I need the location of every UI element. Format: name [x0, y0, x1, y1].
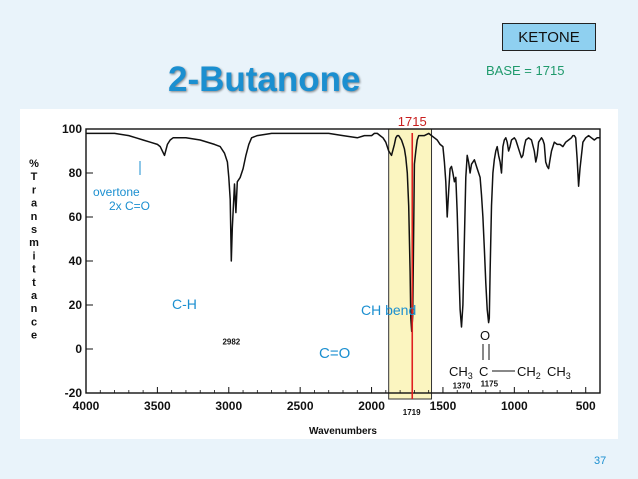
ch-stretch-annotation: C-H: [172, 296, 197, 312]
peak-label: 2982: [222, 338, 240, 347]
x-axis-ticks: 4000 3500 3000 2500 2000 1500 1000 500: [73, 387, 596, 413]
svg-text:CH3: CH3: [547, 364, 571, 381]
y-axis-label-letter: m: [29, 237, 39, 249]
y-tick-label: 0: [75, 342, 82, 356]
y-axis-label-letter: n: [31, 211, 38, 223]
x-tick-label: 1000: [501, 399, 528, 413]
svg-text:CH3: CH3: [449, 364, 473, 381]
y-axis-label-letter: e: [31, 330, 37, 342]
y-tick-label: 100: [62, 122, 82, 136]
x-tick-label: 1500: [430, 399, 457, 413]
peak-label: 1719: [403, 408, 421, 417]
x-tick-label: 2500: [287, 399, 314, 413]
y-axis-label-letter: t: [32, 277, 36, 289]
methylene-subscript: 2: [536, 371, 541, 381]
y-axis-label-letter: n: [31, 303, 38, 315]
y-axis-label-letter: t: [32, 264, 36, 276]
ketone-badge: KETONE: [502, 23, 596, 51]
y-tick-label: 40: [69, 254, 83, 268]
x-tick-label: 3500: [144, 399, 171, 413]
base-frequency-label: BASE = 1715: [486, 63, 565, 78]
y-tick-label: 20: [69, 298, 83, 312]
x-tick-label: 500: [576, 399, 596, 413]
slide-title: 2-Butanone: [168, 60, 361, 99]
y-axis-label-letter: a: [31, 290, 38, 302]
carbonyl-annotation: C=O: [319, 345, 350, 362]
page-number: 37: [594, 455, 607, 467]
y-axis-label-letter: c: [31, 316, 37, 328]
peak-label: 1370: [453, 382, 471, 391]
marker-label: 1715: [398, 114, 427, 129]
y-axis-label-letter: s: [31, 224, 37, 236]
y-tick-label: 80: [69, 166, 83, 180]
methyl-subscript-left: 3: [468, 371, 473, 381]
methyl-group-left: CH: [449, 364, 468, 379]
spectrum-line: [86, 132, 600, 333]
y-axis-label-letter: i: [32, 250, 35, 262]
overtone-annotation: overtone: [93, 185, 140, 199]
peak-labels: 2982 1370 1175 1719: [222, 338, 498, 417]
y-axis-label-letter: T: [31, 171, 38, 183]
carbonyl-carbon: C: [479, 364, 488, 379]
butanone-structure: O CH3 C CH2 CH3: [449, 328, 571, 381]
y-axis-label-letter: r: [32, 184, 37, 196]
chart-panel: [20, 109, 618, 439]
ch-bend-annotation: CH bend: [361, 302, 416, 318]
plot-frame: [85, 128, 601, 394]
overtone-2x-co-annotation: 2x C=O: [109, 199, 150, 213]
x-tick-label: 4000: [73, 399, 100, 413]
svg-text:CH2: CH2: [517, 364, 541, 381]
methyl-group-right: CH: [547, 364, 566, 379]
methyl-subscript-right: 3: [566, 371, 571, 381]
x-tick-label: 3000: [215, 399, 242, 413]
y-tick-label: -20: [65, 386, 83, 400]
x-axis-label: Wavenumbers: [309, 426, 377, 437]
methylene-group: CH: [517, 364, 536, 379]
carbonyl-oxygen: O: [480, 328, 490, 343]
y-tick-label: 60: [69, 210, 83, 224]
x-tick-label: 2000: [358, 399, 385, 413]
y-axis-label-letter: a: [31, 198, 38, 210]
peak-label: 1175: [481, 379, 499, 388]
y-axis-label-letter: %: [29, 158, 39, 170]
